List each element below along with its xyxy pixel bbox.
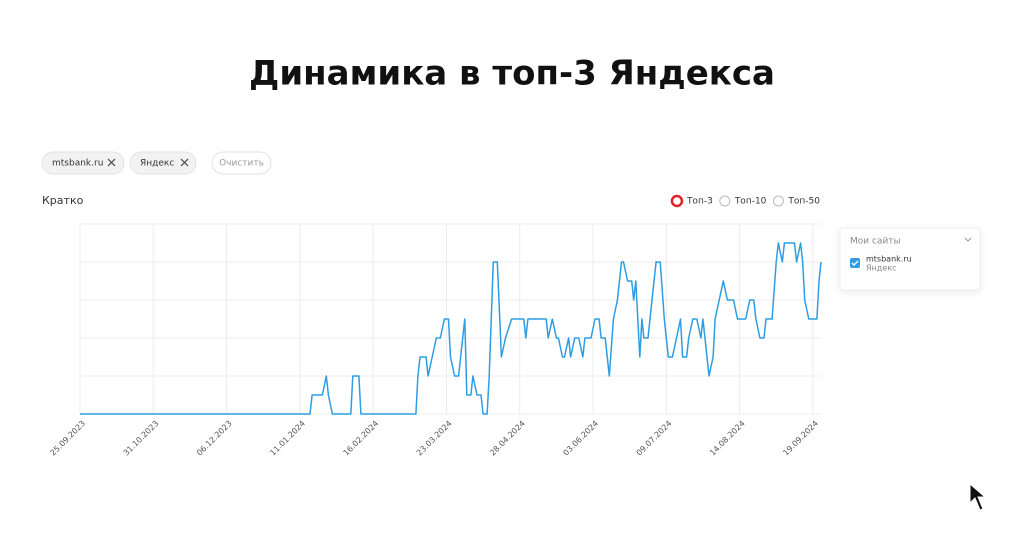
x-tick-label: 14.08.2024 [708,419,747,458]
x-tick-label: 19.09.2024 [781,419,820,458]
x-tick-label: 25.09.2023 [48,419,87,458]
clear-label: Очистить [219,159,264,169]
radio-label: Топ-50 [787,197,820,207]
series-line [80,242,822,415]
radio-button[interactable] [670,194,684,208]
legend-title: Мои сайты [850,237,901,247]
x-tick-label: 06.12.2023 [195,419,234,458]
legend-checkbox[interactable] [850,258,860,268]
legend-series: mtsbank.ru [866,255,912,264]
x-tick-label: 09.07.2024 [635,419,674,458]
x-tick-label: 28.04.2024 [488,419,527,458]
radio-label: Топ-3 [686,197,713,207]
radio-button[interactable] [719,195,731,207]
check-mark [851,260,859,266]
chip-remove[interactable] [107,158,116,167]
clear-button[interactable] [211,151,272,175]
page-title: Динамика в топ-3 Яндекса [249,54,775,94]
legend-toggle[interactable] [964,237,972,242]
chip-label: mtsbank.ru [52,159,103,169]
radio-button[interactable] [772,195,784,207]
legend-engine: Яндекс [866,264,896,273]
x-tick-label: 23.03.2024 [415,419,454,458]
chip-remove[interactable] [180,158,189,167]
radio-label: Топ-10 [734,197,767,207]
summary-label: Кратко [42,194,84,207]
mouse-cursor [969,482,987,511]
chip[interactable] [41,151,125,175]
chip[interactable] [129,151,197,175]
x-tick-label: 16.02.2024 [342,419,381,458]
x-tick-label: 11.01.2024 [268,419,307,458]
x-tick-label: 03.06.2024 [561,419,600,458]
x-tick-label: 31.10.2023 [122,419,161,458]
chip-label: Яндекс [140,159,174,169]
legend-box [839,227,981,291]
period-options: Топ-50 Топ-10 Топ-3 [670,194,820,208]
